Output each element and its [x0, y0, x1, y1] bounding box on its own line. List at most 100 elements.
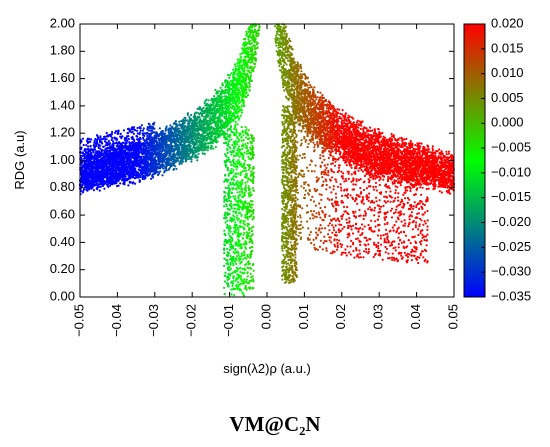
data-point — [319, 91, 322, 94]
data-point — [281, 45, 284, 49]
data-point — [273, 25, 277, 28]
data-point — [131, 182, 134, 185]
data-point — [232, 68, 235, 71]
data-point — [382, 135, 385, 138]
scatter-points — [78, 23, 456, 297]
data-point — [240, 105, 243, 108]
data-point — [178, 120, 181, 123]
data-point — [335, 116, 338, 119]
data-point — [253, 40, 256, 44]
data-point — [283, 33, 286, 36]
data-point — [236, 58, 240, 61]
data-point — [231, 93, 234, 96]
data-point — [363, 165, 366, 168]
data-point — [362, 163, 365, 166]
data-point — [445, 150, 448, 153]
data-point — [401, 139, 404, 142]
data-point — [288, 37, 291, 40]
data-point — [313, 86, 316, 89]
data-point — [204, 134, 207, 137]
data-point — [162, 167, 165, 170]
data-point — [359, 138, 362, 141]
data-point — [352, 130, 355, 133]
data-point — [300, 70, 303, 73]
data-point — [339, 151, 342, 154]
data-point — [216, 98, 219, 101]
data-point — [350, 166, 353, 169]
data-point — [234, 124, 237, 127]
data-point — [240, 47, 244, 50]
data-point — [416, 144, 419, 148]
data-point — [334, 152, 338, 155]
data-point — [285, 57, 288, 60]
data-point — [172, 167, 176, 171]
data-point — [416, 142, 419, 145]
data-point — [309, 83, 312, 87]
data-point — [242, 51, 245, 54]
data-point — [250, 79, 253, 82]
data-point — [274, 37, 277, 40]
data-point — [207, 99, 210, 102]
data-point — [310, 126, 313, 129]
data-point — [299, 65, 302, 68]
data-point — [256, 41, 259, 45]
data-point — [209, 115, 212, 118]
data-point — [126, 139, 129, 142]
data-point — [202, 115, 206, 118]
data-point — [341, 119, 344, 122]
data-point — [438, 148, 441, 151]
data-point — [228, 76, 231, 79]
data-point — [358, 120, 361, 123]
data-point — [92, 189, 96, 192]
data-point — [425, 187, 428, 191]
data-point — [286, 91, 290, 94]
data-point — [232, 76, 235, 79]
data-point — [307, 81, 310, 84]
data-point — [325, 107, 328, 110]
data-point — [312, 141, 315, 144]
data-point — [218, 110, 221, 113]
data-point — [195, 154, 198, 157]
data-point — [247, 38, 250, 41]
data-point — [247, 59, 250, 62]
data-point — [230, 72, 233, 75]
data-point — [161, 160, 164, 163]
data-point — [403, 138, 406, 141]
data-point — [116, 184, 119, 188]
data-point — [285, 63, 288, 66]
data-point — [361, 170, 365, 173]
data-point — [431, 149, 434, 152]
data-point — [234, 65, 237, 68]
data-point — [438, 190, 441, 193]
data-point — [237, 106, 240, 109]
data-point — [127, 137, 130, 141]
data-point — [285, 97, 289, 100]
data-point — [277, 59, 280, 63]
data-point — [282, 64, 285, 67]
data-point — [332, 155, 335, 158]
data-point — [253, 46, 256, 50]
data-point — [190, 160, 193, 163]
data-point — [284, 95, 287, 98]
data-point — [242, 38, 246, 41]
data-point — [224, 86, 227, 89]
data-point — [297, 78, 300, 81]
data-point — [226, 80, 230, 84]
data-point — [279, 49, 282, 52]
data-point — [184, 116, 187, 120]
data-point — [233, 63, 236, 66]
data-point — [184, 160, 187, 163]
data-point — [344, 112, 347, 115]
data-point — [316, 96, 319, 99]
data-point — [223, 95, 226, 98]
data-point — [289, 51, 292, 54]
data-point — [214, 88, 217, 92]
data-point — [104, 144, 107, 147]
data-point — [444, 168, 447, 171]
data-point — [449, 192, 452, 195]
data-point — [214, 146, 217, 149]
data-point — [239, 53, 242, 56]
data-point — [198, 106, 201, 109]
data-point — [275, 44, 278, 47]
data-point — [324, 98, 327, 102]
